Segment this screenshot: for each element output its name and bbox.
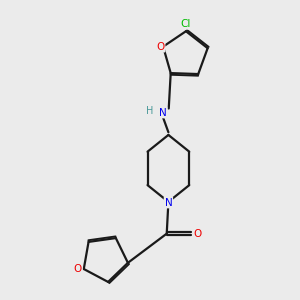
Text: O: O: [156, 42, 165, 52]
Text: O: O: [194, 229, 202, 238]
Text: O: O: [74, 264, 82, 274]
Text: N: N: [164, 197, 172, 208]
Text: N: N: [159, 107, 167, 118]
Text: H: H: [146, 106, 153, 116]
Text: Cl: Cl: [181, 19, 191, 29]
